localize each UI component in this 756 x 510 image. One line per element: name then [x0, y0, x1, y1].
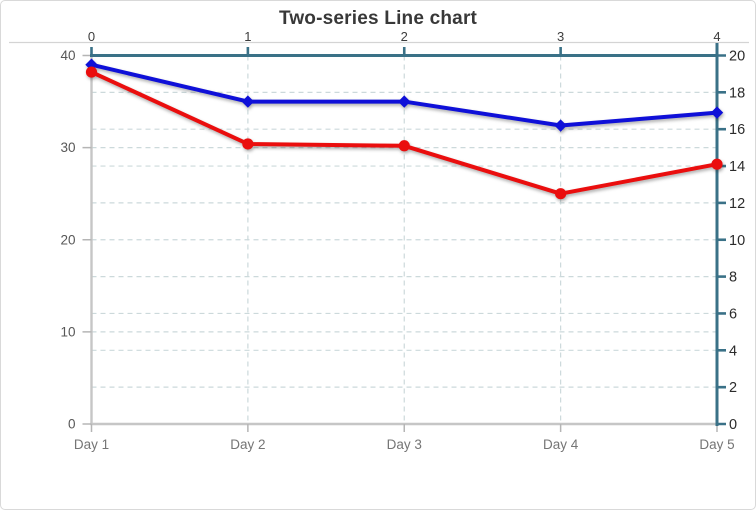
red-series-point[interactable] — [85, 66, 98, 78]
red-series — [85, 66, 723, 200]
bottom-axis-ticks — [90, 424, 718, 432]
right-axis-label: 6 — [729, 306, 737, 322]
top-axis-ticks — [90, 47, 719, 56]
top-axis-label: 0 — [88, 29, 95, 44]
bottom-axis-label: Day 1 — [74, 437, 109, 452]
bottom-axis-labels: Day 1 Day 2 Day 3 Day 4 Day 5 — [74, 437, 735, 452]
bottom-axis-label: Day 3 — [387, 437, 422, 452]
left-axis-labels: 0 10 20 30 40 — [60, 48, 75, 432]
bottom-axis-label: Day 2 — [230, 437, 265, 452]
red-series-point[interactable] — [711, 158, 723, 170]
blue-series-point[interactable] — [710, 106, 724, 119]
top-axis-label: 2 — [401, 29, 408, 44]
chart-title: Two-series Line chart — [278, 8, 478, 29]
bottom-axis-label: Day 4 — [543, 437, 579, 452]
right-axis-label: 4 — [729, 343, 737, 359]
right-axis-label: 20 — [729, 49, 745, 65]
top-axis-label: 3 — [557, 29, 564, 44]
right-axis-label: 8 — [729, 270, 737, 286]
left-axis-label: 30 — [60, 140, 75, 155]
red-series-point[interactable] — [242, 138, 254, 150]
right-axis-label: 14 — [729, 159, 745, 175]
right-axis-label: 0 — [729, 417, 737, 433]
red-series-point[interactable] — [398, 140, 410, 152]
blue-series-point[interactable] — [241, 95, 255, 108]
left-axis-label: 20 — [60, 232, 75, 247]
right-axis-label: 16 — [729, 122, 745, 138]
right-axis-label: 10 — [729, 233, 745, 249]
right-axis-label: 12 — [729, 196, 745, 212]
vertical-gridlines — [247, 55, 562, 424]
red-series-point[interactable] — [555, 188, 567, 200]
right-axis-label: 18 — [729, 85, 745, 101]
left-axis-label: 0 — [68, 417, 76, 432]
blue-series-point[interactable] — [398, 95, 411, 108]
top-axis-labels: 0 1 2 3 4 — [88, 29, 721, 44]
bottom-axis-label: Day 5 — [699, 437, 734, 452]
blue-series-point[interactable] — [554, 119, 567, 132]
right-axis-label: 2 — [729, 380, 737, 396]
top-axis-label: 1 — [244, 29, 251, 44]
left-axis-label: 40 — [60, 48, 75, 63]
top-axis-label: 4 — [713, 29, 720, 44]
left-axis-label: 10 — [60, 324, 75, 339]
left-axis-ticks — [82, 54, 92, 425]
right-axis-labels: 0 2 4 6 8 10 12 14 16 18 20 — [729, 49, 745, 434]
